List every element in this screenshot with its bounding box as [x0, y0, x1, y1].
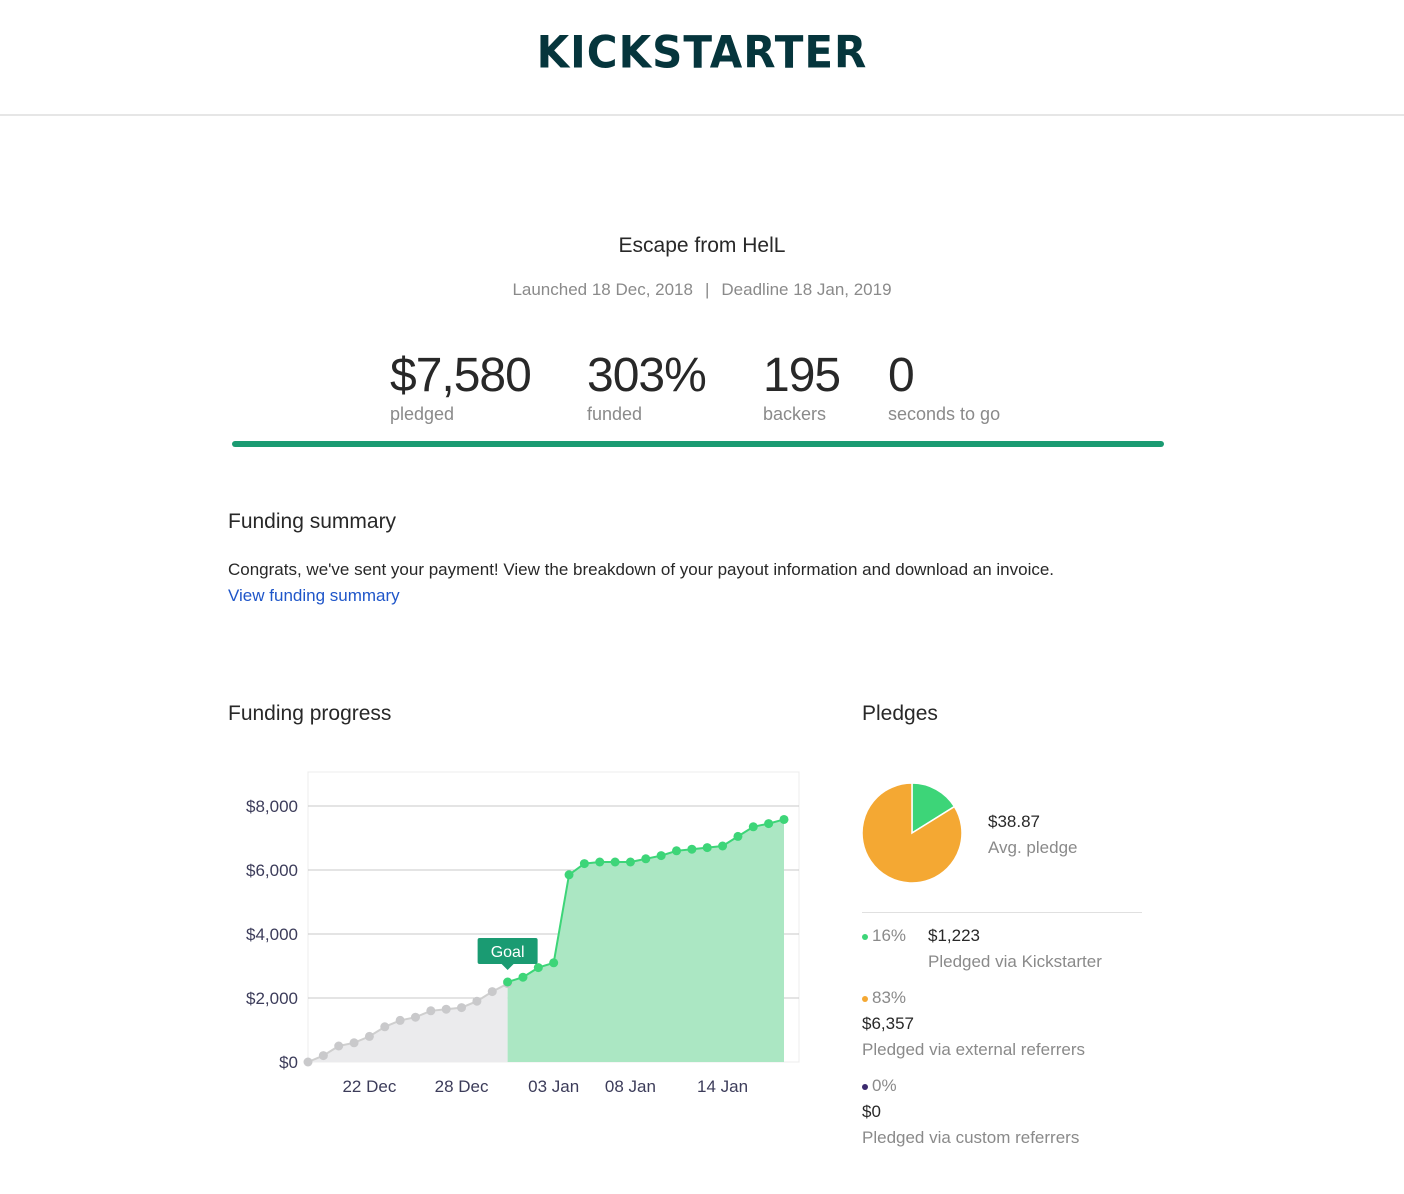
deadline-date: Deadline 18 Jan, 2019 — [721, 280, 892, 299]
data-point — [410, 1012, 420, 1022]
data-point — [702, 843, 712, 853]
pledge-pct-text: 83% — [872, 988, 907, 1007]
y-tick-label: $0 — [279, 1053, 298, 1072]
funding-summary-text: Congrats, we've sent your payment! View … — [228, 560, 1055, 579]
stat-backers: 195 backers — [763, 348, 841, 424]
data-point — [564, 870, 574, 880]
stat-label: seconds to go — [888, 404, 1001, 424]
funding-progress-svg: $0 $2,000 $4,000 $6,000 $8,000 22 Dec 28 Dec 03… — [246, 771, 800, 1096]
stat-funded: 303% funded — [587, 348, 707, 424]
data-point — [641, 854, 651, 864]
data-point — [779, 814, 789, 824]
top-bar: KICKSTARTER — [0, 0, 1404, 116]
stat-value: $7,580 — [390, 349, 532, 402]
avg-pledge-value: $38.87 — [988, 812, 1040, 831]
data-point — [764, 819, 774, 829]
data-point — [349, 1038, 359, 1048]
funding-progress-title: Funding progress — [228, 702, 392, 725]
stat-label: funded — [587, 404, 643, 424]
x-tick-label: 08 Jan — [605, 1077, 656, 1096]
data-point — [625, 857, 635, 867]
pledge-external-amount: $6,357 — [862, 1014, 914, 1033]
stat-value: 303% — [587, 349, 707, 402]
goal-marker: Goal — [477, 938, 538, 970]
stat-time-left: 0 seconds to go — [888, 348, 1000, 424]
x-tick-label: 03 Jan — [528, 1077, 579, 1096]
x-tick-label: 14 Jan — [697, 1077, 748, 1096]
y-tick-label: $4,000 — [246, 925, 298, 944]
avg-pledge-label: Avg. pledge — [988, 838, 1078, 857]
launched-date: Launched 18 Dec, 2018 — [512, 280, 693, 299]
y-tick-label: $8,000 — [246, 797, 298, 816]
data-point — [457, 1003, 467, 1013]
goal-badge — [477, 938, 538, 964]
y-tick-label: $6,000 — [246, 861, 298, 880]
data-point — [487, 987, 497, 997]
pie-slice — [911, 782, 956, 835]
pledges-divider — [862, 912, 1142, 913]
funding-progress-fill — [232, 441, 1164, 447]
pledge-pct-text: 0% — [872, 1076, 897, 1095]
data-point — [472, 996, 482, 1006]
data-point — [733, 831, 743, 841]
data-point — [533, 963, 543, 973]
data-point — [579, 859, 589, 869]
pledge-pct-text: 16% — [872, 926, 907, 945]
pledge-custom-pct: 0% — [862, 1076, 897, 1096]
pledge-external-pct: 83% — [862, 988, 906, 1008]
data-point — [395, 1015, 405, 1025]
pledges-title: Pledges — [862, 702, 938, 725]
pledge-custom-amount: $0 — [862, 1102, 881, 1121]
pledge-external-label: Pledged via external referrers — [862, 1040, 1086, 1059]
funding-progress-bar — [232, 441, 1164, 447]
funding-progress-chart: $0 $2,000 $4,000 $6,000 $8,000 22 Dec 28 Dec 03… — [228, 770, 808, 1110]
data-point — [672, 846, 682, 856]
data-point — [748, 822, 758, 832]
pledge-kickstarter-pct: 16% — [862, 926, 906, 946]
pledge-kickstarter-label: Pledged via Kickstarter — [928, 952, 1102, 971]
data-point — [303, 1057, 313, 1067]
data-point — [718, 841, 728, 851]
data-point — [318, 1051, 328, 1061]
data-point — [687, 844, 697, 854]
post-goal-area — [507, 819, 784, 1062]
legend-dot-icon — [862, 1083, 868, 1090]
pledge-custom-label: Pledged via custom referrers — [862, 1128, 1080, 1147]
data-point — [426, 1006, 436, 1016]
pledge-kickstarter-amount: $1,223 — [928, 926, 980, 945]
stat-value: 195 — [763, 349, 841, 402]
data-point — [441, 1004, 451, 1014]
data-point — [334, 1041, 344, 1051]
data-point — [364, 1031, 374, 1041]
kickstarter-logo[interactable]: KICKSTARTER — [536, 26, 868, 79]
y-tick-label: $2,000 — [246, 989, 298, 1008]
project-title: Escape from HelL — [618, 234, 786, 257]
goal-badge-pointer — [501, 964, 514, 970]
data-point — [380, 1022, 390, 1032]
legend-dot-icon — [862, 933, 868, 940]
pie-slice — [861, 782, 963, 884]
goal-label: Goal — [491, 944, 525, 961]
pledges-pie-chart — [861, 782, 972, 892]
data-point — [595, 857, 605, 867]
data-point — [656, 851, 666, 861]
stat-pledged: $7,580 pledged — [390, 348, 532, 424]
data-point — [610, 857, 620, 867]
pledges-pie-svg — [861, 782, 963, 884]
x-tick-label: 22 Dec — [342, 1077, 396, 1096]
data-point — [549, 958, 559, 968]
stat-label: pledged — [390, 404, 455, 424]
data-point — [518, 972, 528, 982]
data-point — [503, 977, 513, 987]
funding-summary-title: Funding summary — [228, 510, 397, 533]
legend-dot-icon — [862, 995, 868, 1002]
project-dates: Launched 18 Dec, 2018 | Deadline 18 Jan, 2… — [0, 280, 1404, 300]
stat-value: 0 — [888, 349, 915, 402]
x-tick-label: 28 Dec — [435, 1077, 489, 1096]
stat-label: backers — [763, 404, 827, 424]
view-funding-summary-link[interactable]: View funding summary — [228, 586, 400, 605]
date-separator: | — [704, 280, 710, 299]
